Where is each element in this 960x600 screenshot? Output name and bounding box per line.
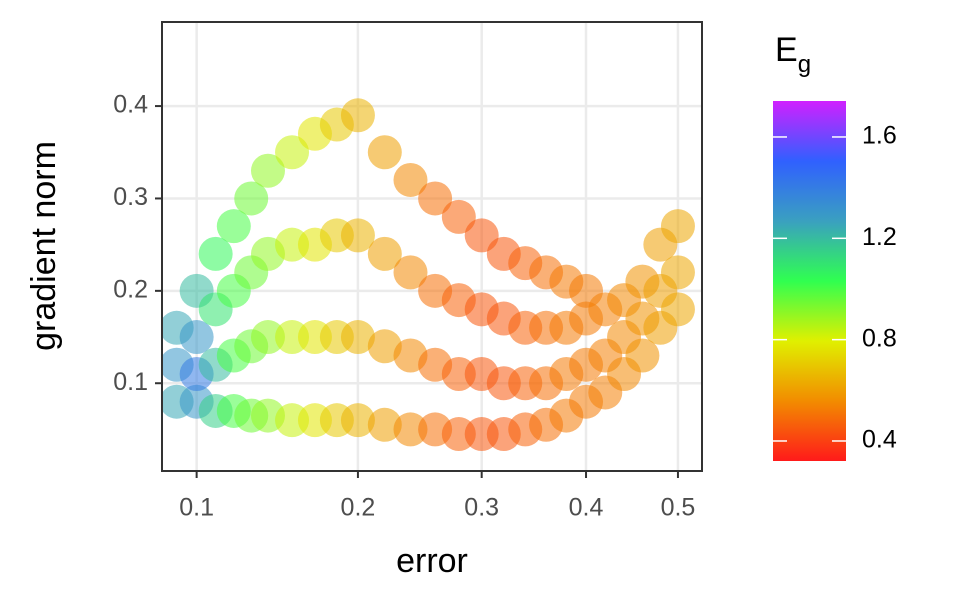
colorbar-tick-label: 0.8 [862,324,897,352]
y-tick-label: 0.1 [113,368,148,396]
plot-border [161,21,703,472]
colorbar-title-main: E [775,31,798,69]
scatter-point [198,236,233,271]
colorbar-title-sub: g [798,51,811,78]
scatter-point [660,209,695,244]
scatter-point [340,320,375,355]
scatter-point [660,255,695,290]
scatter-point [625,338,660,373]
scatter-point [441,199,476,234]
scatter-point [179,320,214,355]
scatter-point [250,320,285,355]
x-axis-title: error [396,542,468,580]
x-tick-label: 0.3 [464,494,499,522]
y-tick-label: 0.2 [113,275,148,303]
x-tick-label: 0.5 [661,494,696,522]
y-axis-title: gradient norm [25,141,63,351]
y-tick-label: 0.3 [113,183,148,211]
scatter-point [367,329,402,364]
x-tick-label: 0.2 [341,494,376,522]
scatter-point [418,181,453,216]
scatter-point [234,181,269,216]
scatter-point [367,135,402,170]
scatter-point [367,236,402,271]
colorbar-tick-label: 1.6 [862,122,897,150]
scatter-point [660,292,695,327]
x-tick-label: 0.4 [569,494,604,522]
colorbar-title: Eg [775,31,811,78]
colorbar-tick-label: 1.2 [862,223,897,251]
scatter-point [340,98,375,133]
y-tick-label: 0.4 [113,91,148,119]
scatter-point [216,209,251,244]
colorbar [773,101,846,461]
scatter-point [393,412,428,447]
colorbar-tick-label: 0.4 [862,426,897,454]
scatter-point [340,218,375,253]
scatter-point [393,162,428,197]
scatter-point [275,135,310,170]
scatter-point [393,255,428,290]
x-tick-label: 0.1 [179,494,214,522]
scatter-point [250,153,285,188]
scatter-point [367,407,402,442]
scatter-point [340,403,375,438]
